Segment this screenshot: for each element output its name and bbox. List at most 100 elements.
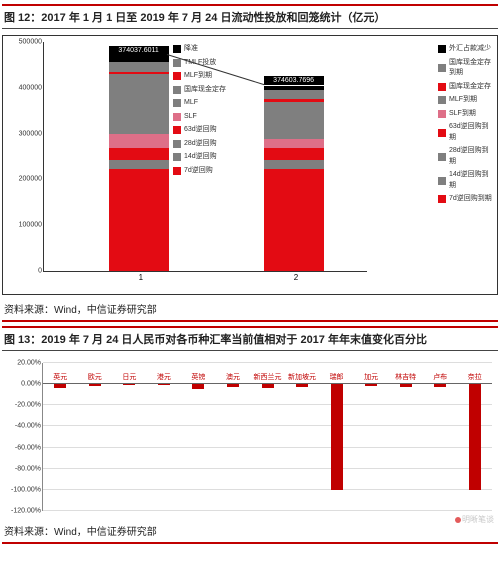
category-label: 林吉特 <box>395 372 416 382</box>
bar <box>331 384 343 490</box>
bar-segment <box>109 134 169 148</box>
bar-segment <box>264 90 324 99</box>
legend-item: 7d逆回购 <box>173 166 228 177</box>
bar <box>192 384 204 389</box>
bar-segment <box>109 62 169 71</box>
legend-item: 63d逆回购 <box>173 125 228 136</box>
legend-item: 28d逆回购到期 <box>438 146 493 167</box>
legend-item: TMLF投放 <box>173 58 228 69</box>
legend-label: MLF到期 <box>449 95 477 106</box>
ytick: -40.00% <box>15 423 43 430</box>
bar-segment <box>264 139 324 148</box>
bar-segment <box>109 74 169 130</box>
bar <box>227 384 239 387</box>
legend-item: 国库现金定存 <box>173 85 228 96</box>
category-label: 欧元 <box>88 372 102 382</box>
legend-label: 国库现金定存到期 <box>449 58 493 79</box>
ytick: 500000 <box>19 39 44 46</box>
bar <box>469 384 481 490</box>
fig12: 图 12：2017 年 1 月 1 日至 2019 年 7 月 24 日流动性投… <box>2 4 498 28</box>
category-label: 新加坡元 <box>288 372 316 382</box>
gridline <box>43 489 492 490</box>
legend-label: MLF到期 <box>184 71 212 82</box>
category-label: 英元 <box>53 372 67 382</box>
legend-item: 14d逆回购 <box>173 152 228 163</box>
legend-label: 国库现金定存 <box>449 82 491 93</box>
bar-segment <box>109 169 169 271</box>
bar <box>89 384 101 386</box>
ytick: 200000 <box>19 176 44 183</box>
category-label: 奈拉 <box>468 372 482 382</box>
bar-segment <box>264 160 324 169</box>
legend-swatch <box>173 99 181 107</box>
fig13-plot: 20.00%0.00%-20.00%-40.00%-60.00%-80.00%-… <box>42 363 492 511</box>
legend-swatch <box>438 110 446 118</box>
legend-item: MLF <box>173 98 228 109</box>
legend-swatch <box>173 59 181 67</box>
fig12-source: 资料来源：Wind，中信证券研究部 <box>0 297 500 320</box>
category-label: 港元 <box>157 372 171 382</box>
legend-label: 7d逆回购 <box>184 166 213 177</box>
legend-item: MLF到期 <box>438 95 493 106</box>
legend-swatch <box>173 167 181 175</box>
bar <box>158 384 170 385</box>
legend-item: MLF到期 <box>173 71 228 82</box>
divider <box>2 350 498 351</box>
legend-swatch <box>173 45 181 53</box>
legend-label: 14d逆回购到期 <box>449 170 493 191</box>
ytick: -20.00% <box>15 402 43 409</box>
divider-red <box>2 320 498 322</box>
ytick: -100.00% <box>11 486 43 493</box>
fig13-chart: 20.00%0.00%-20.00%-40.00%-60.00%-80.00%-… <box>2 357 498 517</box>
bar <box>365 384 377 386</box>
ytick: -60.00% <box>15 444 43 451</box>
divider <box>2 28 498 29</box>
fig12-title: 图 12：2017 年 1 月 1 日至 2019 年 7 月 24 日流动性投… <box>2 6 498 28</box>
legend-swatch <box>438 64 446 72</box>
legend-swatch <box>438 96 446 104</box>
bar-segment <box>109 160 169 169</box>
legend-label: 28d逆回购 <box>184 139 217 150</box>
gridline <box>43 468 492 469</box>
legend-label: MLF <box>184 98 198 109</box>
legend-swatch <box>173 140 181 148</box>
legend-item: 28d逆回购 <box>173 139 228 150</box>
legend-swatch <box>173 86 181 94</box>
fig12-legend-right: 外汇占款减少国库现金定存到期国库现金定存MLF到期SLF到期63d逆回购到期28… <box>438 44 493 208</box>
bar <box>54 384 66 388</box>
category-label: 澳元 <box>226 372 240 382</box>
legend-label: 14d逆回购 <box>184 152 217 163</box>
category-label: 英镑 <box>191 372 205 382</box>
bar <box>400 384 412 387</box>
legend-label: 7d逆回购到期 <box>449 194 492 205</box>
legend-item: 7d逆回购到期 <box>438 194 493 205</box>
legend-swatch <box>438 153 446 161</box>
legend-swatch <box>438 177 446 185</box>
legend-label: 63d逆回购 <box>184 125 217 136</box>
legend-swatch <box>173 126 181 134</box>
category-label: 瑞郎 <box>330 372 344 382</box>
ytick: -80.00% <box>15 465 43 472</box>
ytick: 400000 <box>19 84 44 91</box>
category-label: 新西兰元 <box>254 372 282 382</box>
fig13: 图 13：2019 年 7 月 24 日人民币对各币种汇率当前值相对于 2017… <box>2 326 498 350</box>
legend-item: 国库现金定存到期 <box>438 58 493 79</box>
gridline <box>43 510 492 511</box>
ytick: -120.00% <box>11 508 43 515</box>
gridline <box>43 447 492 448</box>
ytick: 20.00% <box>17 360 43 367</box>
bar <box>262 384 274 388</box>
bar-segment <box>264 169 324 271</box>
gridline <box>43 425 492 426</box>
legend-label: TMLF投放 <box>184 58 216 69</box>
legend-item: 63d逆回购到期 <box>438 122 493 143</box>
legend-item: 外汇占款减少 <box>438 44 493 55</box>
gridline <box>43 404 492 405</box>
bar <box>434 384 446 387</box>
legend-label: 28d逆回购到期 <box>449 146 493 167</box>
divider-red <box>2 542 498 544</box>
legend-swatch <box>438 45 446 53</box>
xtick: 1 <box>139 271 143 282</box>
stacked-bar: 374603.7696 <box>264 86 324 272</box>
fig12-legend-left: 降准TMLF投放MLF到期国库现金定存MLFSLF63d逆回购28d逆回购14d… <box>173 44 228 179</box>
